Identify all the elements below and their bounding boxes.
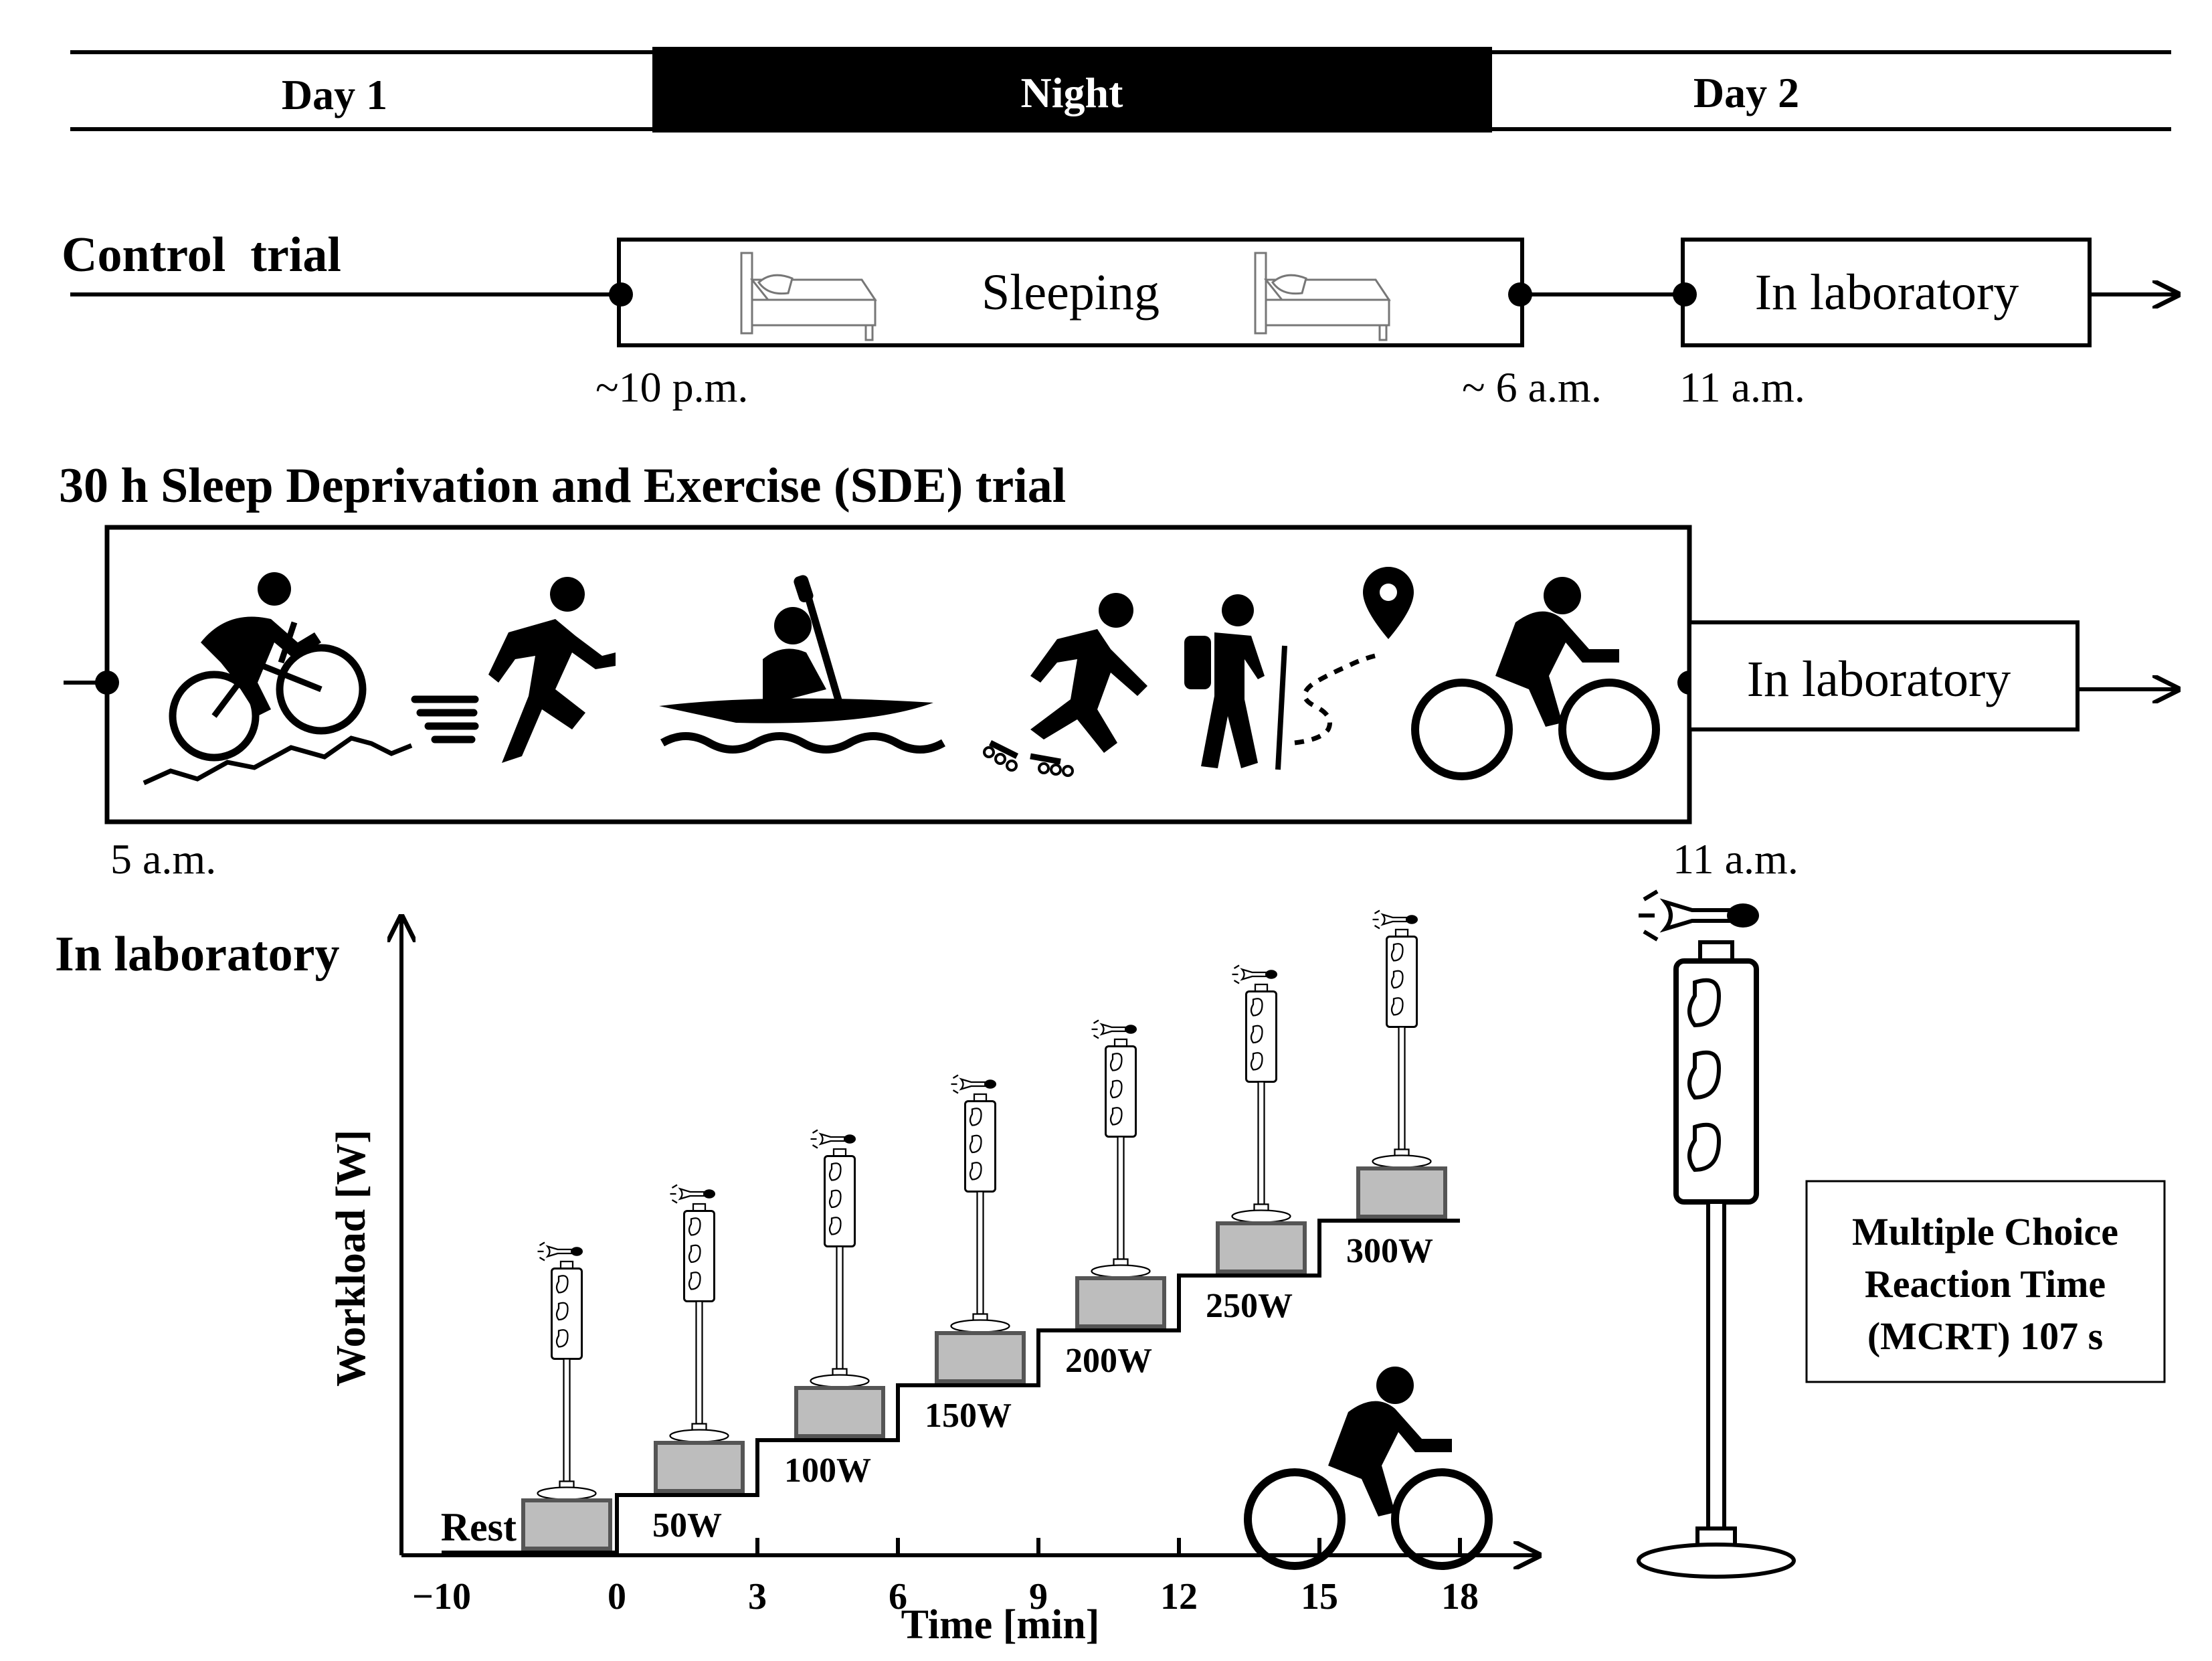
day2-label: Day 2	[1693, 69, 1799, 116]
sde-time-lab: 11 a.m.	[1673, 835, 1799, 883]
control-trial-title: Control trial	[62, 228, 341, 282]
x-tick-label: 3	[748, 1576, 767, 1618]
traffic-light-icon	[537, 1241, 597, 1500]
night-label: Night	[1021, 69, 1124, 116]
step-label: 150W	[925, 1397, 1012, 1435]
sleeping-label: Sleeping	[982, 264, 1160, 321]
mcrt-label-line1: Multiple Choice	[1852, 1210, 2118, 1253]
mcrt-label-line2: Reaction Time	[1865, 1262, 2106, 1306]
step-label: 300W	[1346, 1232, 1433, 1270]
workload-steps: Rest 50W 100W 150W 200W 250W 300W	[441, 909, 1447, 1551]
hiking-icon	[1184, 567, 1414, 770]
step-box	[1216, 1221, 1307, 1274]
step-box	[521, 1498, 612, 1551]
step-box	[1075, 1276, 1166, 1328]
step-box	[1356, 1166, 1447, 1219]
x-tick-label: 0	[608, 1576, 626, 1618]
traffic-light-icon	[1231, 964, 1291, 1223]
step-label: 250W	[1206, 1287, 1293, 1325]
control-time-end: ~ 6 a.m.	[1462, 363, 1602, 411]
y-axis-label: Workload [W]	[329, 1130, 374, 1387]
control-lab-label: In laboratory	[1755, 264, 2019, 321]
sde-trial-title: 30 h Sleep Deprivation and Exercise (SDE…	[59, 458, 1066, 513]
step-box	[935, 1331, 1026, 1383]
x-tick-label: 18	[1441, 1576, 1479, 1618]
step-box	[794, 1386, 885, 1438]
step-label: 50W	[652, 1506, 722, 1545]
mcrt-box	[1805, 1180, 2166, 1383]
step-label: Rest	[441, 1505, 517, 1549]
control-time-lab: 11 a.m.	[1679, 363, 1805, 411]
x-tick-label: 15	[1301, 1576, 1338, 1618]
ergometer-cyclist-icon	[1248, 1367, 1489, 1566]
mcrt-label-line3: (MCRT) 107 s	[1867, 1314, 2103, 1358]
traffic-light-icon	[810, 1129, 870, 1388]
inline-skating-icon	[983, 593, 1147, 777]
x-tick-label: 6	[889, 1576, 907, 1618]
x-axis-label: Time [min]	[901, 1602, 1100, 1648]
day1-label: Day 1	[282, 71, 387, 118]
sde-time-start: 5 a.m.	[110, 835, 216, 883]
lab-protocol-title: In laboratory	[55, 927, 340, 982]
step-label: 100W	[784, 1452, 871, 1490]
mountain-bike-icon	[143, 572, 413, 786]
x-tick-label: −10	[412, 1576, 471, 1618]
traffic-light-icon	[669, 1184, 729, 1443]
kayak-icon	[659, 575, 945, 754]
reaction-test-traffic-light-icon	[1639, 891, 1794, 1577]
workload-staircase	[442, 1219, 1460, 1555]
traffic-light-icon	[1372, 909, 1432, 1168]
sde-lab-label: In laboratory	[1747, 651, 2011, 707]
night-band	[652, 47, 1492, 133]
traffic-light-icon	[1091, 1019, 1151, 1278]
x-tick-label: 12	[1160, 1576, 1198, 1618]
traffic-light-icon	[950, 1074, 1010, 1333]
sde-lab-box	[1687, 620, 2080, 731]
x-tick-label: 9	[1029, 1576, 1048, 1618]
running-icon	[411, 577, 616, 763]
x-ticks: −10 0 3 6 9 12 15 18	[412, 1538, 1479, 1618]
control-time-start: ~10 p.m.	[595, 363, 748, 411]
step-label: 200W	[1065, 1342, 1152, 1380]
step-box	[654, 1441, 745, 1493]
